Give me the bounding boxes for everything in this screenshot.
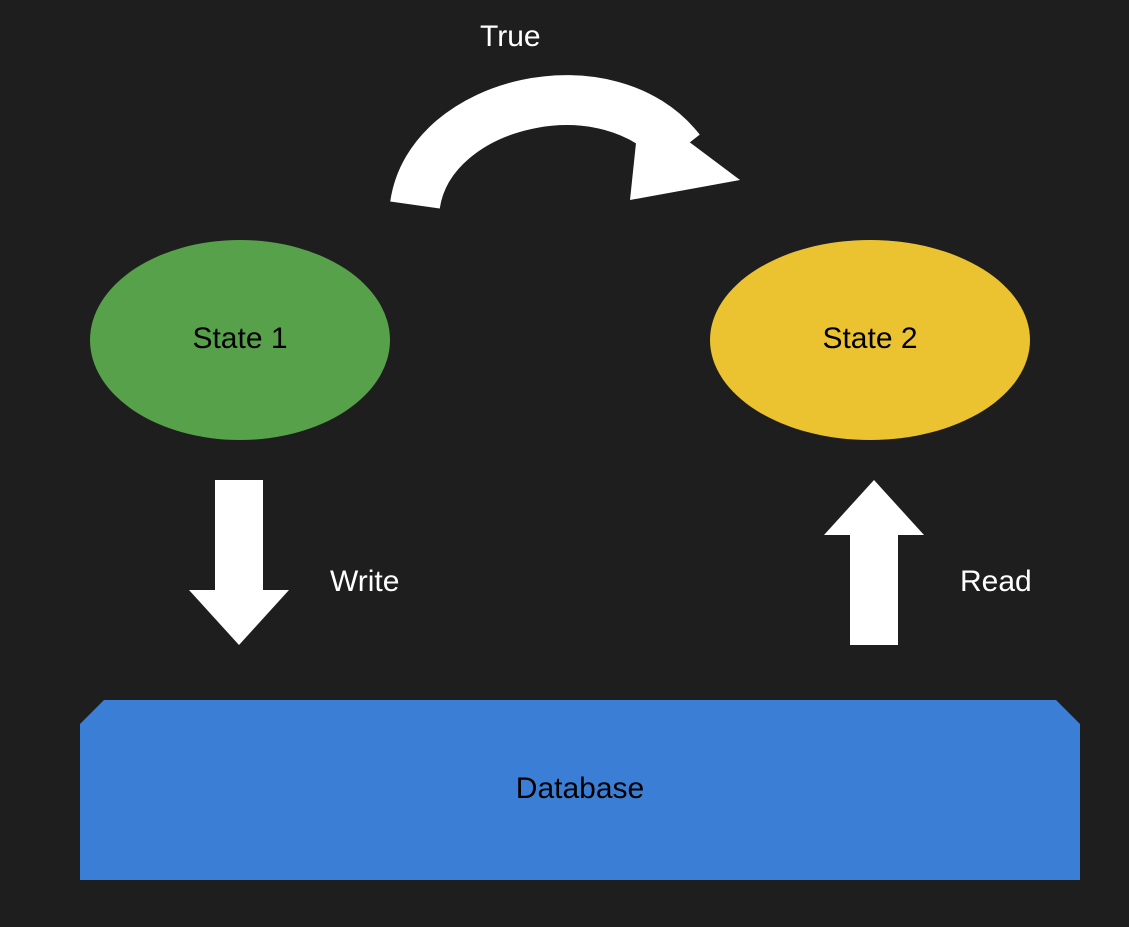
label-true: True bbox=[480, 20, 541, 54]
label-database: Database bbox=[430, 772, 730, 806]
label-state1: State 1 bbox=[140, 322, 340, 356]
label-state2: State 2 bbox=[770, 322, 970, 356]
arrow-true bbox=[415, 100, 740, 205]
arrow-read bbox=[824, 480, 924, 645]
arrow-write bbox=[189, 480, 289, 645]
label-read: Read bbox=[960, 565, 1032, 599]
label-write: Write bbox=[330, 565, 399, 599]
diagram-canvas: True Write Read State 1 State 2 Database bbox=[0, 0, 1129, 927]
